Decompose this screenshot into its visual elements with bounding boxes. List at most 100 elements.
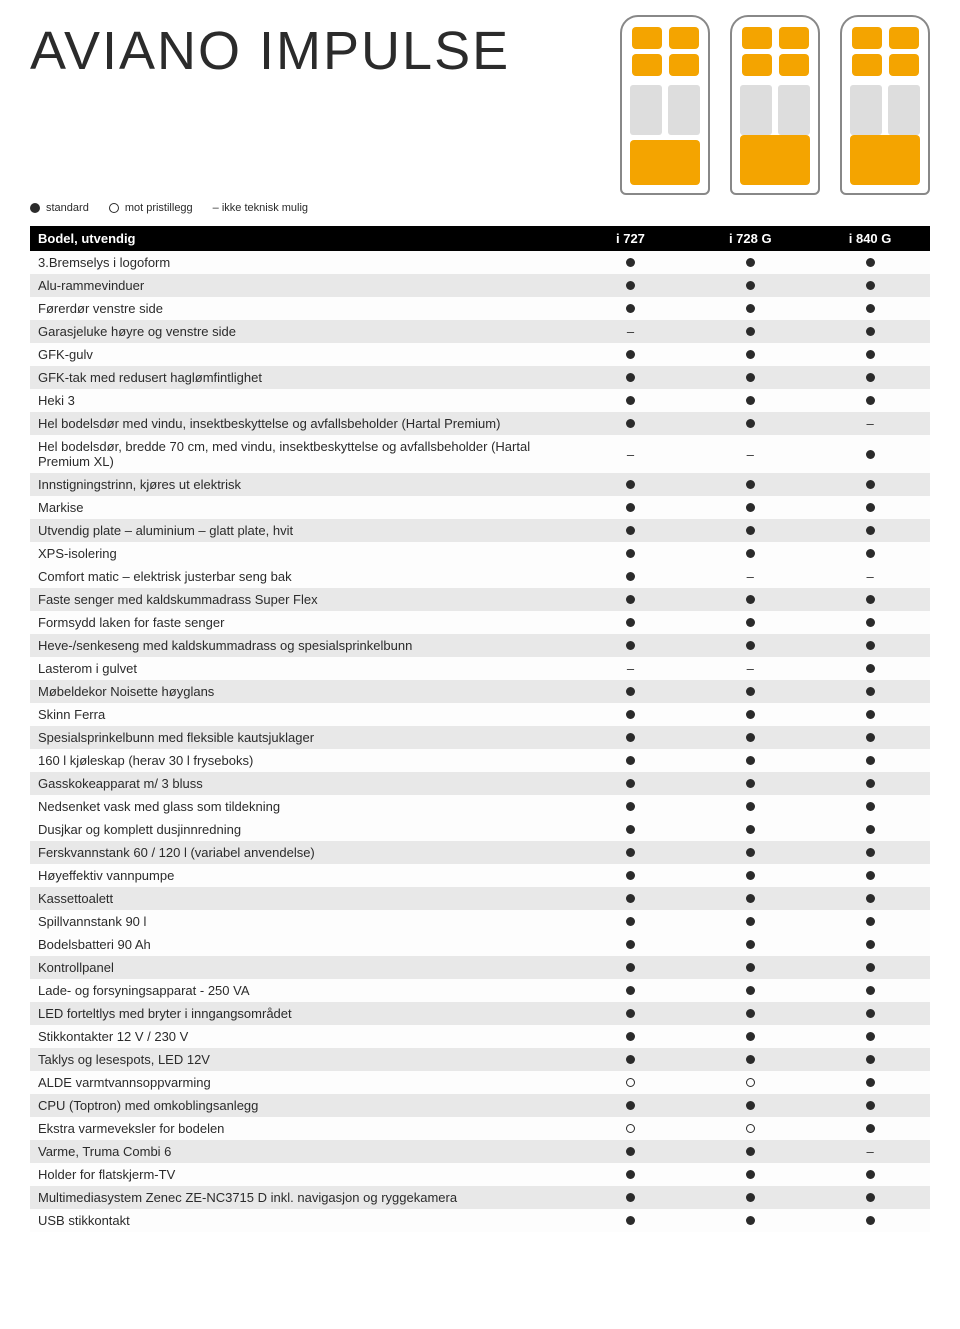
row-value bbox=[810, 979, 930, 1002]
filled-dot-icon bbox=[626, 1009, 635, 1018]
row-label: Holder for flatskjerm-TV bbox=[30, 1163, 571, 1186]
filled-dot-icon bbox=[626, 825, 635, 834]
row-value bbox=[690, 1186, 810, 1209]
filled-dot-icon bbox=[866, 917, 875, 926]
row-value bbox=[571, 1002, 691, 1025]
row-value bbox=[690, 343, 810, 366]
row-value bbox=[571, 1117, 691, 1140]
table-row: GFK-gulv bbox=[30, 343, 930, 366]
table-row: Taklys og lesespots, LED 12V bbox=[30, 1048, 930, 1071]
row-value bbox=[690, 795, 810, 818]
header-col-1: i 728 G bbox=[690, 226, 810, 251]
header-section-label: Bodel, utvendig bbox=[30, 226, 571, 251]
row-label: Ferskvannstank 60 / 120 l (variabel anve… bbox=[30, 841, 571, 864]
filled-dot-icon bbox=[866, 373, 875, 382]
row-value bbox=[690, 274, 810, 297]
row-value bbox=[810, 703, 930, 726]
row-label: Gasskokeapparat m/ 3 bluss bbox=[30, 772, 571, 795]
filled-dot-icon bbox=[866, 871, 875, 880]
table-row: Hel bodelsdør, bredde 70 cm, med vindu, … bbox=[30, 435, 930, 473]
dash-icon: – bbox=[866, 416, 873, 431]
filled-dot-icon bbox=[746, 1032, 755, 1041]
row-value bbox=[810, 657, 930, 680]
filled-dot-icon bbox=[746, 802, 755, 811]
row-value bbox=[810, 251, 930, 274]
filled-dot-icon bbox=[626, 871, 635, 880]
row-value bbox=[810, 1209, 930, 1232]
filled-dot-icon bbox=[866, 396, 875, 405]
filled-dot-icon bbox=[746, 258, 755, 267]
row-value bbox=[810, 297, 930, 320]
row-value bbox=[810, 1048, 930, 1071]
filled-dot-icon bbox=[866, 1216, 875, 1225]
row-value bbox=[571, 1094, 691, 1117]
row-label: Lade- og forsyningsapparat - 250 VA bbox=[30, 979, 571, 1002]
filled-dot-icon bbox=[746, 1147, 755, 1156]
open-dot-icon bbox=[746, 1078, 755, 1087]
row-value bbox=[571, 588, 691, 611]
table-row: Multimediasystem Zenec ZE-NC3715 D inkl.… bbox=[30, 1186, 930, 1209]
filled-dot-icon bbox=[746, 894, 755, 903]
row-value bbox=[810, 818, 930, 841]
filled-dot-icon bbox=[866, 1032, 875, 1041]
filled-dot-icon bbox=[866, 526, 875, 535]
filled-dot-icon bbox=[626, 733, 635, 742]
floorplans bbox=[620, 15, 930, 195]
row-value bbox=[571, 726, 691, 749]
row-label: Varme, Truma Combi 6 bbox=[30, 1140, 571, 1163]
table-row: Alu-rammevinduer bbox=[30, 274, 930, 297]
row-value bbox=[810, 1094, 930, 1117]
filled-dot-icon bbox=[626, 1193, 635, 1202]
row-label: Formsydd laken for faste senger bbox=[30, 611, 571, 634]
row-value bbox=[690, 864, 810, 887]
dash-icon: – bbox=[866, 569, 873, 584]
row-value bbox=[690, 320, 810, 343]
filled-dot-icon bbox=[746, 327, 755, 336]
row-value bbox=[690, 251, 810, 274]
row-value bbox=[571, 864, 691, 887]
filled-dot-icon bbox=[746, 419, 755, 428]
row-value bbox=[571, 818, 691, 841]
spec-table: Bodel, utvendig i 727 i 728 G i 840 G 3.… bbox=[30, 226, 930, 1232]
filled-dot-icon bbox=[866, 549, 875, 558]
table-row: Dusjkar og komplett dusjinnredning bbox=[30, 818, 930, 841]
row-value bbox=[571, 1025, 691, 1048]
table-row: XPS-isolering bbox=[30, 542, 930, 565]
row-label: USB stikkontakt bbox=[30, 1209, 571, 1232]
table-row: Lade- og forsyningsapparat - 250 VA bbox=[30, 979, 930, 1002]
filled-dot-icon bbox=[626, 1101, 635, 1110]
filled-dot-icon bbox=[746, 1170, 755, 1179]
row-value bbox=[810, 887, 930, 910]
table-row: Heve-/senkeseng med kaldskummadrass og s… bbox=[30, 634, 930, 657]
table-row: Gasskokeapparat m/ 3 bluss bbox=[30, 772, 930, 795]
filled-dot-icon bbox=[626, 373, 635, 382]
row-value bbox=[810, 1071, 930, 1094]
row-value bbox=[690, 1025, 810, 1048]
header-col-2: i 840 G bbox=[810, 226, 930, 251]
row-value bbox=[810, 1186, 930, 1209]
row-value bbox=[690, 634, 810, 657]
row-value bbox=[571, 979, 691, 1002]
filled-dot-icon bbox=[626, 480, 635, 489]
dash-icon: – bbox=[627, 447, 634, 462]
dash-icon: – bbox=[747, 661, 754, 676]
row-label: Førerdør venstre side bbox=[30, 297, 571, 320]
table-row: Skinn Ferra bbox=[30, 703, 930, 726]
row-label: Spillvannstank 90 l bbox=[30, 910, 571, 933]
row-value: – bbox=[571, 320, 691, 343]
floorplan-1 bbox=[620, 15, 710, 195]
filled-dot-icon bbox=[626, 848, 635, 857]
row-label: Faste senger med kaldskummadrass Super F… bbox=[30, 588, 571, 611]
filled-dot-icon bbox=[746, 825, 755, 834]
row-label: Alu-rammevinduer bbox=[30, 274, 571, 297]
filled-dot-icon bbox=[626, 894, 635, 903]
row-value bbox=[810, 611, 930, 634]
table-row: Hel bodelsdør med vindu, insektbeskyttel… bbox=[30, 412, 930, 435]
filled-dot-icon bbox=[626, 1147, 635, 1156]
filled-dot-icon bbox=[746, 710, 755, 719]
row-value bbox=[571, 274, 691, 297]
filled-dot-icon bbox=[866, 480, 875, 489]
row-label: Kontrollpanel bbox=[30, 956, 571, 979]
filled-dot-icon bbox=[746, 526, 755, 535]
legend: standard mot pristillegg – ikke teknisk … bbox=[30, 202, 930, 214]
